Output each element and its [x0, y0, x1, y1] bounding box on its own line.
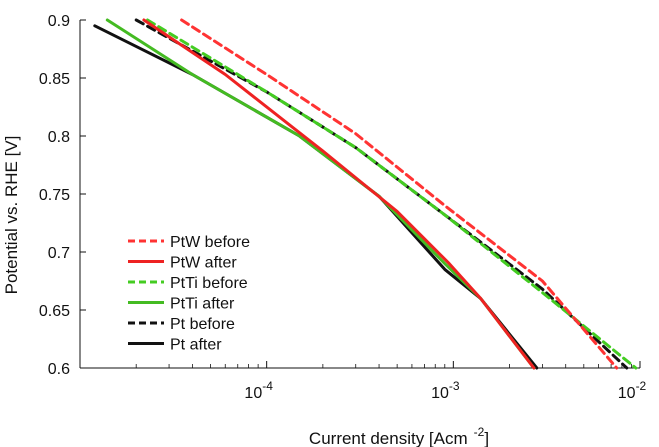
y-tick-label: 0.65 — [39, 303, 70, 320]
x-axis-label-superscript: -2 — [474, 425, 485, 439]
series-layer — [93, 18, 638, 370]
y-tick-label: 0.9 — [48, 13, 70, 30]
legend-label: PtTi after — [170, 296, 235, 313]
series-line — [146, 18, 638, 370]
legend-label: PtTi before — [170, 275, 248, 292]
y-tick-label: 0.7 — [48, 245, 70, 262]
x-tick-base: 10 — [244, 385, 262, 402]
x-tick-base: 10 — [618, 385, 636, 402]
x-tick-label: 10-4 — [244, 379, 273, 402]
y-tick-label: 0.8 — [48, 129, 70, 146]
legend: PtW before PtW after PtTi before PtTi after… — [128, 234, 250, 354]
x-axis-label-suffix: ] — [484, 429, 489, 447]
x-tick-label: 10-2 — [618, 379, 647, 402]
series-line — [180, 18, 619, 370]
series-line — [142, 18, 536, 370]
x-axis-label: Current density [Acm -2] — [309, 425, 489, 447]
legend-label: Pt before — [170, 316, 235, 333]
x-tick-label: 10-3 — [431, 379, 460, 402]
y-axis-label: Potential vs. RHE [V] — [2, 136, 21, 295]
x-tick-exponent: -2 — [636, 379, 647, 393]
y-tick-label: 0.6 — [48, 361, 70, 378]
x-tick-exponent: -4 — [262, 379, 273, 393]
legend-label: PtW before — [170, 234, 250, 251]
legend-label: PtW after — [170, 255, 237, 272]
y-tick-label: 0.85 — [39, 71, 70, 88]
x-axis-label-main: Current density [Acm — [309, 429, 468, 447]
axes: 0.60.650.70.750.80.850.910-4 10-3 10-2 — [39, 13, 647, 402]
x-tick-base: 10 — [431, 385, 449, 402]
y-tick-label: 0.75 — [39, 187, 70, 204]
x-tick-exponent: -3 — [449, 379, 460, 393]
legend-label: Pt after — [170, 337, 222, 354]
